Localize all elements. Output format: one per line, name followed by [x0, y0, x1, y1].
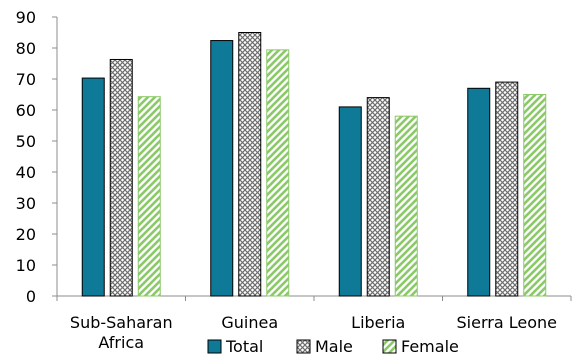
x-tick-label: Sub-Saharan: [70, 313, 173, 332]
bar-male-2: [366, 97, 390, 297]
bars: [81, 32, 547, 297]
bar-total-2: [338, 106, 362, 297]
axes: 0 10 20 30 40 50 60 70 80 90: [16, 8, 572, 306]
y-tick-label: 40: [16, 163, 36, 182]
y-tick-label: 80: [16, 39, 36, 58]
bar-female-3: [523, 94, 547, 297]
legend-label-total: Total: [225, 337, 263, 356]
y-tick-label: 50: [16, 132, 36, 151]
bar-male-3: [495, 81, 519, 297]
bar-total-3: [467, 87, 491, 297]
legend-swatch-male: [296, 339, 311, 354]
bar-female-2: [394, 115, 418, 297]
legend-label-male: Male: [315, 337, 353, 356]
x-tick-label: Sierra Leone: [457, 313, 557, 332]
x-tick-label: Africa: [98, 333, 144, 352]
x-tick-label: Liberia: [351, 313, 405, 332]
y-tick-label: 0: [26, 287, 36, 306]
y-tick-label: 60: [16, 101, 36, 120]
legend: Total Male Female: [207, 337, 459, 356]
bar-total-0: [81, 77, 105, 297]
y-tick-label: 10: [16, 256, 36, 275]
y-tick-label: 70: [16, 70, 36, 89]
bar-male-1: [238, 32, 262, 297]
bar-male-0: [109, 58, 133, 297]
bar-female-1: [266, 49, 290, 297]
legend-swatch-female: [382, 339, 397, 354]
bar-total-1: [210, 40, 234, 297]
y-tick-label: 20: [16, 225, 36, 244]
x-tick-label: Guinea: [221, 313, 278, 332]
bar-female-0: [137, 96, 161, 297]
y-tick-label: 90: [16, 8, 36, 27]
y-tick-label: 30: [16, 194, 36, 213]
legend-swatch-total: [207, 339, 222, 354]
legend-label-female: Female: [401, 337, 459, 356]
